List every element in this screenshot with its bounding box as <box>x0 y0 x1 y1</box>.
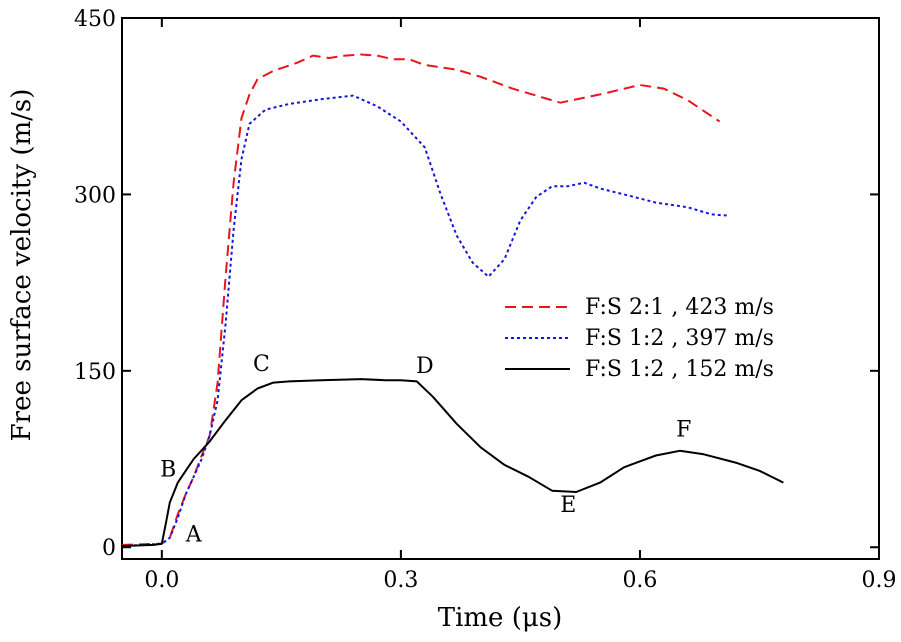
series-line-2 <box>121 94 728 548</box>
point-label-b: B <box>160 458 176 483</box>
axis-ticks: 0.0 0.3 0.6 0.9 0 150 300 450 <box>74 7 897 593</box>
point-label-c: C <box>253 352 270 377</box>
series-layer <box>121 53 784 548</box>
y-axis-label: Free surface velocity (m/s) <box>7 89 37 442</box>
x-axis-label: Time (μs) <box>438 603 563 633</box>
x-tick-label: 0.9 <box>862 568 897 593</box>
series-line-3 <box>121 378 784 548</box>
point-label-a: A <box>185 522 203 547</box>
annotation-layer: A B C D E F <box>160 352 691 548</box>
x-tick-label: 0.3 <box>383 568 418 593</box>
y-tick-label: 300 <box>74 183 116 208</box>
legend-label-series-3: F:S 1:2 , 152 m/s <box>585 357 774 382</box>
point-label-e: E <box>560 493 576 518</box>
plot-frame <box>121 17 880 560</box>
legend-label-series-2: F:S 1:2 , 397 m/s <box>585 326 774 351</box>
point-label-d: D <box>416 354 434 379</box>
y-tick-label: 0 <box>102 536 116 561</box>
y-tick-label: 450 <box>74 7 116 32</box>
x-tick-label: 0.6 <box>622 568 657 593</box>
y-tick-label: 150 <box>74 360 116 385</box>
legend: F:S 2:1 , 423 m/s F:S 1:2 , 397 m/s F:S … <box>505 295 774 382</box>
legend-label-series-1: F:S 2:1 , 423 m/s <box>585 295 774 320</box>
point-label-f: F <box>676 418 691 443</box>
x-tick-label: 0.0 <box>144 568 179 593</box>
series-line-1 <box>121 53 721 546</box>
